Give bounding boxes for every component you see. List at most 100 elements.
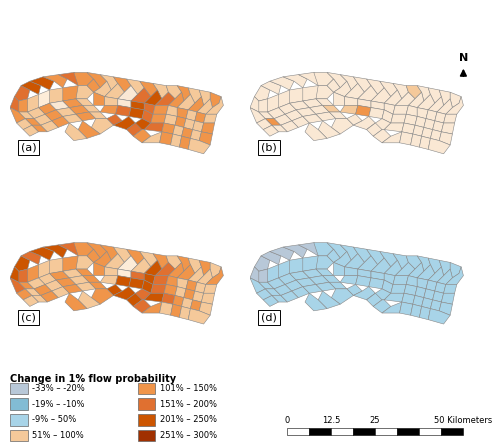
Polygon shape	[41, 121, 58, 132]
Polygon shape	[129, 278, 144, 289]
Polygon shape	[371, 258, 391, 273]
Polygon shape	[259, 112, 274, 119]
Polygon shape	[366, 293, 382, 306]
Polygon shape	[21, 81, 41, 95]
Polygon shape	[104, 97, 118, 105]
Polygon shape	[168, 263, 184, 278]
Polygon shape	[76, 256, 94, 269]
Polygon shape	[329, 282, 347, 289]
Polygon shape	[38, 260, 56, 278]
Polygon shape	[186, 110, 197, 121]
Polygon shape	[366, 119, 391, 129]
Polygon shape	[92, 119, 114, 134]
Polygon shape	[199, 132, 212, 145]
Polygon shape	[327, 79, 340, 92]
Polygon shape	[74, 73, 94, 86]
Polygon shape	[188, 88, 202, 103]
Polygon shape	[382, 302, 402, 313]
Polygon shape	[32, 125, 48, 132]
Polygon shape	[94, 251, 111, 267]
Polygon shape	[155, 263, 175, 276]
Text: 0: 0	[284, 416, 290, 425]
Bar	[353, 428, 375, 435]
Polygon shape	[334, 92, 344, 105]
Polygon shape	[404, 114, 417, 125]
Polygon shape	[76, 86, 94, 99]
Polygon shape	[144, 90, 162, 105]
Text: (b): (b)	[261, 142, 277, 152]
Polygon shape	[131, 88, 151, 103]
Polygon shape	[435, 112, 446, 123]
Polygon shape	[142, 110, 153, 123]
Polygon shape	[290, 271, 310, 280]
Polygon shape	[369, 278, 384, 289]
Polygon shape	[177, 265, 195, 280]
Polygon shape	[16, 119, 32, 129]
Polygon shape	[420, 136, 430, 149]
Polygon shape	[290, 88, 310, 103]
Text: -19% – -10%: -19% – -10%	[32, 400, 85, 409]
Polygon shape	[188, 97, 204, 112]
Polygon shape	[155, 92, 175, 105]
Polygon shape	[261, 81, 281, 95]
Polygon shape	[87, 79, 100, 92]
Polygon shape	[173, 125, 184, 136]
Polygon shape	[406, 105, 417, 116]
Polygon shape	[45, 280, 63, 291]
Polygon shape	[384, 103, 395, 114]
Polygon shape	[420, 306, 430, 319]
Text: 50 Kilometers: 50 Kilometers	[434, 416, 492, 425]
Polygon shape	[334, 263, 344, 276]
FancyBboxPatch shape	[138, 414, 155, 426]
Polygon shape	[153, 83, 168, 99]
Polygon shape	[168, 92, 184, 108]
Polygon shape	[373, 129, 391, 143]
Polygon shape	[129, 108, 144, 119]
Polygon shape	[175, 116, 186, 127]
Polygon shape	[354, 247, 371, 263]
Polygon shape	[450, 92, 461, 108]
Polygon shape	[393, 83, 408, 99]
Polygon shape	[439, 132, 452, 145]
FancyBboxPatch shape	[138, 430, 155, 441]
Polygon shape	[10, 278, 26, 293]
FancyBboxPatch shape	[10, 430, 28, 441]
Polygon shape	[358, 269, 371, 278]
Polygon shape	[153, 276, 168, 284]
Polygon shape	[428, 138, 450, 154]
Polygon shape	[118, 86, 138, 101]
Polygon shape	[278, 260, 296, 278]
Polygon shape	[344, 254, 364, 269]
Polygon shape	[310, 105, 329, 114]
Polygon shape	[188, 309, 210, 324]
Polygon shape	[417, 108, 428, 119]
Polygon shape	[314, 243, 334, 256]
Polygon shape	[366, 79, 384, 95]
Polygon shape	[58, 73, 82, 86]
Bar	[287, 428, 309, 435]
Polygon shape	[437, 99, 452, 114]
Polygon shape	[199, 302, 212, 315]
Polygon shape	[356, 105, 371, 116]
Polygon shape	[140, 81, 158, 97]
Polygon shape	[322, 105, 340, 112]
Polygon shape	[281, 291, 298, 302]
Polygon shape	[303, 269, 322, 278]
Text: 51% – 100%: 51% – 100%	[32, 431, 84, 440]
Polygon shape	[327, 249, 340, 263]
Polygon shape	[94, 263, 104, 276]
Polygon shape	[285, 110, 303, 121]
Polygon shape	[164, 284, 177, 295]
Polygon shape	[371, 88, 391, 103]
Polygon shape	[261, 251, 281, 265]
FancyBboxPatch shape	[10, 383, 28, 394]
Polygon shape	[406, 256, 421, 269]
Polygon shape	[347, 284, 362, 295]
Polygon shape	[314, 73, 334, 86]
Polygon shape	[408, 263, 424, 278]
Polygon shape	[426, 110, 437, 121]
Polygon shape	[393, 105, 408, 114]
Polygon shape	[70, 276, 89, 284]
Polygon shape	[186, 280, 197, 291]
Polygon shape	[94, 92, 104, 105]
